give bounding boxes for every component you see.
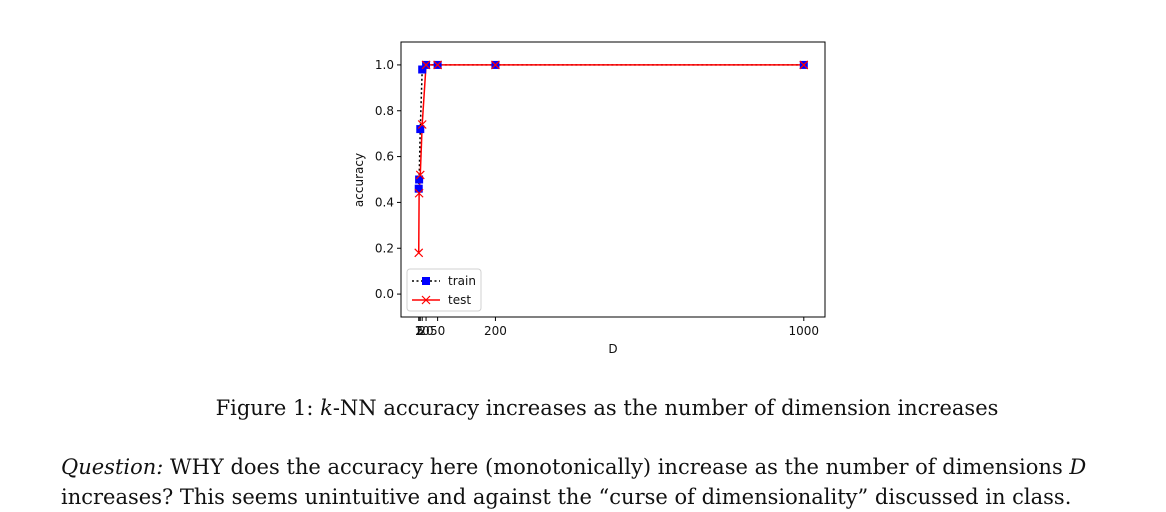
legend: train test [406,268,482,312]
legend-marker [421,295,431,305]
legend-label: train [448,274,476,288]
caption-text: -NN accuracy increases as the number of … [332,396,999,420]
x-axis-label: D [608,342,617,356]
train-point [415,175,424,184]
question-text-part1: WHY does the accuracy here (monotonicall… [163,455,1070,479]
question-variable-d: D [1069,455,1087,479]
x-tick-label: 20 [418,324,433,338]
x-tick-label: 1 [415,324,423,338]
test-point [414,248,424,258]
y-axis-ticks: 0.0 0.2 0.4 0.6 0.8 1.0 [375,58,401,301]
y-tick-label: 0.4 [375,195,394,209]
test-point [421,60,431,70]
x-tick-label: 50 [430,324,445,338]
train-point [418,65,427,74]
test-point [414,188,424,198]
y-axis-label: accuracy [352,153,366,207]
y-tick-label: 0.2 [375,241,394,255]
question-text-part2: increases? This seems unintuitive and ag… [61,485,1072,509]
legend-item-train: train [412,274,476,288]
train-point [416,125,425,134]
x-tick-label: 200 [484,324,507,338]
y-tick-label: 0.6 [375,150,394,164]
test-point [491,60,500,70]
x-tick-label: 10 [415,324,430,338]
series-layer [414,60,809,258]
x-tick-label: 2 [415,324,423,338]
x-tick-label: 1000 [789,324,820,338]
question-label: Question: [61,455,164,479]
figure-caption: Figure 1: k-NN accuracy increases as the… [0,396,1166,420]
caption-k: k [320,396,333,420]
test-point [417,120,427,129]
question-paragraph: Question: WHY does the accuracy here (mo… [61,452,1161,512]
legend-marker [422,277,430,285]
test-point [433,60,443,70]
caption-prefix: Figure 1: [215,396,321,420]
x-tick-label: 5 [416,324,424,338]
test-point [415,170,425,180]
y-tick-label: 0.0 [375,287,394,301]
y-tick-label: 1.0 [375,58,394,72]
test-point [799,60,809,70]
legend-label: test [448,293,471,307]
train-point [414,184,423,193]
y-tick-label: 0.8 [375,104,394,118]
legend-item-test: test [412,293,471,307]
